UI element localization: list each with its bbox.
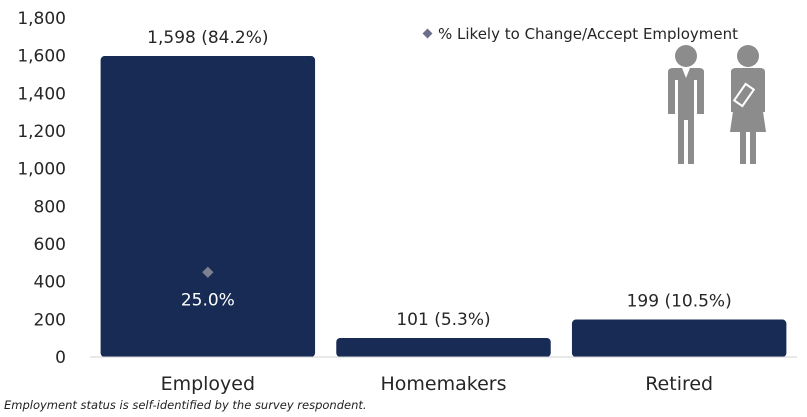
y-tick-label: 1,600 (17, 47, 66, 67)
y-tick-label: 1,800 (17, 9, 66, 29)
legend-diamond-marker (422, 28, 433, 39)
man-icon (668, 45, 704, 164)
bars (100, 56, 787, 357)
y-tick-label: 400 (34, 273, 66, 293)
bar-homemakers (336, 337, 551, 357)
bar-data-label: 199 (10.5%) (627, 292, 732, 312)
woman-icon (730, 45, 766, 164)
legend: % Likely to Change/Accept Employment (422, 25, 738, 43)
category-labels: Employed Homemakers Retired (161, 373, 714, 395)
scatter-point-label: 25.0% (181, 290, 235, 310)
y-tick-label: 200 (34, 310, 66, 330)
footnote: Employment status is self-identified by … (4, 398, 367, 412)
y-tick-label: 1,000 (17, 160, 66, 180)
bar-employed (100, 56, 316, 357)
y-tick-label: 0 (55, 348, 66, 368)
y-tick-label: 1,400 (17, 84, 66, 104)
legend-label: % Likely to Change/Accept Employment (438, 25, 738, 43)
x-category-label: Employed (161, 373, 255, 395)
data-labels: 1,598 (84.2%) 101 (5.3%) 199 (10.5%) (147, 28, 732, 330)
bar-data-label: 101 (5.3%) (396, 310, 490, 330)
y-tick-label: 800 (34, 197, 66, 217)
y-tick-label: 1,200 (17, 122, 66, 142)
y-tick-label: 600 (34, 235, 66, 255)
x-category-label: Retired (645, 373, 713, 395)
bar-retired (571, 319, 787, 357)
y-axis: 0 200 400 600 800 1,000 1,200 1,400 1,600 1,800 (17, 9, 66, 368)
scatter-series: 25.0% (181, 266, 235, 310)
scatter-point-diamond (202, 266, 214, 278)
bar-data-label: 1,598 (84.2%) (147, 28, 268, 48)
x-category-label: Homemakers (381, 373, 507, 395)
